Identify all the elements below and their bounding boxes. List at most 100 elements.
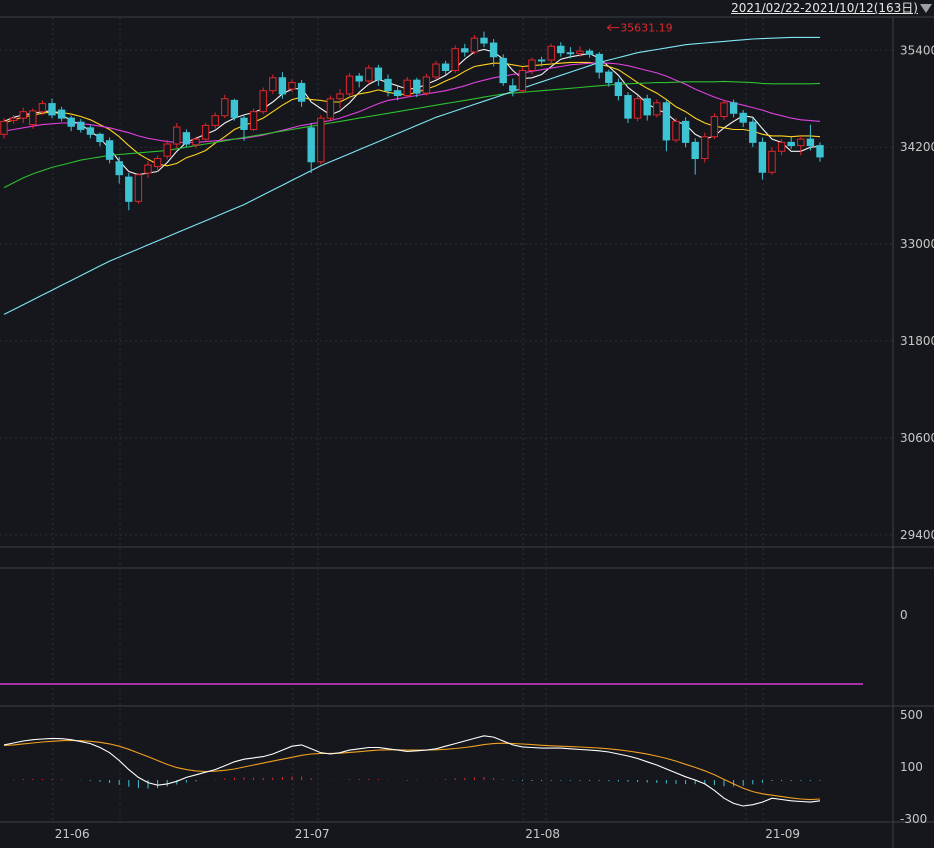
candle-body [317, 117, 325, 163]
price-y-tick-label: 34200 [900, 140, 934, 154]
candle-body [48, 103, 56, 116]
price-y-tick-label: 35400 [900, 43, 934, 57]
candle-body [38, 103, 47, 113]
price-y-tick-label: 31800 [900, 334, 934, 348]
high-price-label: 35631.19 [620, 22, 673, 35]
candle-body [230, 99, 239, 118]
candle-body [288, 82, 296, 90]
candle-body [566, 52, 575, 55]
candle-body [134, 174, 143, 202]
candle-body [19, 111, 27, 119]
macd-dea-line [3, 739, 821, 801]
candle-body [797, 138, 805, 147]
candle-body [307, 127, 315, 163]
candle-body [749, 121, 757, 143]
candle-body [374, 67, 383, 80]
ma-line-ma60 [3, 80, 821, 189]
candle-body [643, 98, 651, 116]
candle-body [777, 141, 786, 152]
candle-body [547, 45, 555, 61]
macd-y-tick-label: 500 [900, 708, 923, 722]
ma-line-ma10 [3, 61, 821, 167]
date-range-selector[interactable]: 2021/02/22-2021/10/12(163日) [731, 0, 932, 16]
candle-body [806, 138, 815, 147]
ma-line-ma20 [3, 62, 821, 143]
candle-body [201, 124, 210, 140]
candle-body [86, 127, 95, 135]
candle-body [451, 48, 459, 71]
candle-body [614, 82, 623, 97]
candle-body [9, 117, 18, 122]
price-y-tick-label: 30600 [900, 431, 934, 445]
candle-body [739, 112, 747, 123]
candle-body [269, 77, 277, 92]
candle-body [259, 90, 267, 113]
candle-body [105, 140, 114, 160]
candle-body [605, 71, 613, 84]
candle-body [461, 48, 469, 53]
candle-body [518, 69, 527, 92]
x-tick-label: 21-06 [55, 827, 90, 841]
x-tick-label: 21-09 [765, 827, 800, 841]
candle-body [144, 164, 152, 174]
candle-body [211, 115, 219, 126]
candle-body [355, 75, 363, 82]
ma-line-ma120 [3, 36, 820, 315]
macd-y-tick-label: -300 [900, 812, 927, 826]
candle-body [67, 117, 75, 127]
candle-body [413, 79, 421, 94]
indicator-y-tick-label: 0 [900, 608, 908, 622]
candle-body [729, 102, 738, 114]
candle-body [115, 161, 123, 176]
candle-body [336, 93, 344, 100]
candle-body [326, 98, 335, 119]
candle-body [297, 82, 306, 102]
high-marker-arrowhead [606, 24, 612, 32]
candle-body [489, 42, 498, 58]
dropdown-triangle-icon[interactable] [920, 4, 932, 13]
candle-body [691, 141, 699, 160]
candle-body [509, 85, 517, 92]
x-tick-label: 21-08 [525, 827, 560, 841]
candle-body [153, 158, 162, 168]
candle-body [624, 95, 632, 119]
candle-body [528, 59, 536, 71]
candle-body [768, 150, 776, 173]
price-y-tick-label: 29400 [900, 528, 934, 542]
candle-body [720, 102, 728, 118]
candle-body [77, 121, 85, 130]
candle-body [393, 90, 402, 97]
date-range-label: 2021/02/22-2021/10/12(163日) [731, 1, 918, 15]
candle-body [345, 75, 354, 95]
candle-body [173, 126, 181, 145]
candle-body [701, 136, 709, 160]
candle-body [240, 117, 248, 130]
candle-body [182, 132, 191, 145]
macd-dif-line [3, 735, 821, 807]
candle-body [585, 50, 594, 55]
candle-body [96, 133, 104, 143]
candle-body [432, 63, 440, 78]
candle-body [57, 109, 66, 119]
candle-body [758, 141, 767, 173]
candle-body [441, 63, 450, 71]
candle-body [816, 145, 824, 158]
candle-body [125, 176, 133, 202]
candle-body [787, 141, 795, 147]
candle-body [192, 138, 200, 146]
candle-body [499, 57, 507, 84]
candle-body [470, 37, 479, 53]
candle-body [0, 120, 8, 135]
candle-body [633, 98, 642, 119]
candle-body [576, 50, 584, 55]
candle-body [557, 45, 565, 54]
macd-y-tick-label: 100 [900, 760, 923, 774]
candle-body [278, 77, 287, 95]
candle-body [422, 76, 431, 94]
candle-body [249, 111, 258, 130]
x-tick-label: 21-07 [295, 827, 330, 841]
candle-body [221, 98, 229, 117]
candle-body [163, 143, 171, 157]
candle-body [672, 120, 680, 141]
